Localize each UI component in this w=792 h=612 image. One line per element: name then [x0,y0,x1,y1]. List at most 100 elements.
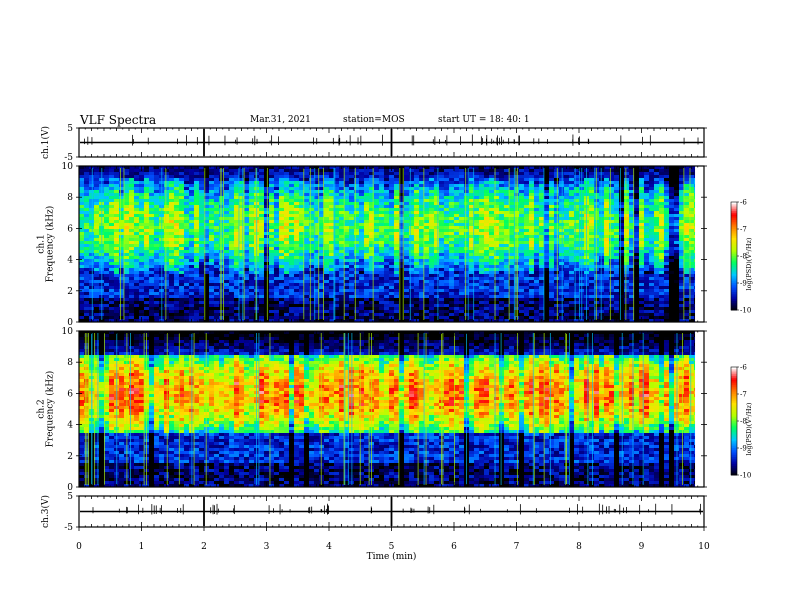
spectrogram-cell [139,304,145,308]
spectrogram-cell [264,226,270,230]
spectrogram-cell [409,238,415,242]
spectrogram-cell [369,196,375,200]
spectrogram-cell [299,277,305,281]
spectrogram-cell [489,286,495,290]
spectrogram-cell [484,178,490,182]
spectrogram-cell [79,310,85,314]
spectrogram-cell [114,250,120,254]
spectrogram-cell [79,223,85,227]
spectrogram-cell [374,301,380,305]
spectrogram-cell [429,289,435,293]
spectrogram-cell [344,190,350,194]
spectrogram-cell [184,169,190,173]
spectrogram-cell [104,238,110,242]
spectrogram-cell [474,274,480,278]
spectrogram-cell [204,190,210,194]
spectrogram-cell [419,265,425,269]
spectrogram-cell [234,232,240,236]
spectrogram-cell [404,319,410,323]
spectrogram-cell [104,274,110,278]
spectrogram-cell [359,241,365,245]
spectrogram-cell [359,259,365,263]
spectrogram-cell [239,214,245,218]
spectrogram-cell [229,247,235,251]
spectrogram-cell [129,217,135,221]
spectrogram-cell [224,292,230,296]
spectrogram-cell [484,319,490,323]
spectrogram-cell [104,253,110,257]
spectrogram-cell [259,304,265,308]
spectrogram-cell [309,241,315,245]
spectrogram-cell [289,304,295,308]
spectrogram-cell [529,214,535,218]
spectrogram-cell [429,226,435,230]
spectrogram-cell [384,298,390,302]
spectrogram-cell [89,262,95,266]
spectrogram-cell [479,193,485,197]
spectrogram-cell [149,223,155,227]
spectrogram-cell [339,256,345,260]
spectrogram-cell [384,289,390,293]
spectrogram-cell [109,313,115,317]
spectrogram-cell [334,214,340,218]
spectrogram-cell [404,277,410,281]
spectrogram-cell [319,292,325,296]
spectrogram-cell [349,292,355,296]
spectrogram-cell [179,256,185,260]
spectrogram-cell [154,187,160,191]
spectrogram-cell [239,247,245,251]
spectrogram-cell [239,280,245,284]
spectrogram-cell [489,202,495,206]
spectrogram-cell [304,220,310,224]
spectrogram-cell [89,169,95,173]
spectrogram-cell [139,226,145,230]
spectrogram-cell [174,217,180,221]
spectrogram-cell [464,172,470,176]
spectrogram-cell [144,235,150,239]
spectrogram-cell [339,244,345,248]
spectrogram-cell [239,223,245,227]
spectrogram-cell [179,280,185,284]
spectrogram-cell [274,277,280,281]
spectrogram-cell [499,214,505,218]
spectrogram-cell [304,172,310,176]
spectrogram-cell [409,274,415,278]
spectrogram-cell [374,193,380,197]
spectrogram-cell [184,289,190,293]
spectrogram-cell [124,256,130,260]
spectrogram-cell [384,166,390,170]
spectrogram-cell [109,220,115,224]
spectrogram-cell [139,259,145,263]
spectrogram-cell [84,220,90,224]
spectrogram-cell [124,310,130,314]
spectrogram-cell [104,217,110,221]
spectrogram-cell [479,316,485,320]
spectrogram-cell [314,211,320,215]
spectrogram-cell [349,274,355,278]
spectrogram-cell [154,304,160,308]
spectrogram-cell [519,181,525,185]
spectrogram-cell [194,166,200,170]
spectrogram-cell [154,181,160,185]
spectrogram-cell [334,244,340,248]
spectrogram-cell [154,292,160,296]
spectrogram-cell [194,241,200,245]
spectrogram-cell [124,286,130,290]
spectrogram-cell [119,253,125,257]
spectrogram-cell [349,235,355,239]
spectrogram-cell [459,265,465,269]
spectrogram-cell [329,175,335,179]
spectrogram-cell [174,283,180,287]
spectrogram-cell [224,310,230,314]
spectrogram-cell [499,250,505,254]
spectrogram-cell [194,289,200,293]
y-tick-label: -5 [64,153,73,163]
spectrogram-cell [184,274,190,278]
spectrogram-cell [114,190,120,194]
spectrogram-cell [259,301,265,305]
spectrogram-cell [249,241,255,245]
spectrogram-cell [464,187,470,191]
spectrogram-cell [484,166,490,170]
spectrogram-cell [79,169,85,173]
spectrogram-cell [309,280,315,284]
